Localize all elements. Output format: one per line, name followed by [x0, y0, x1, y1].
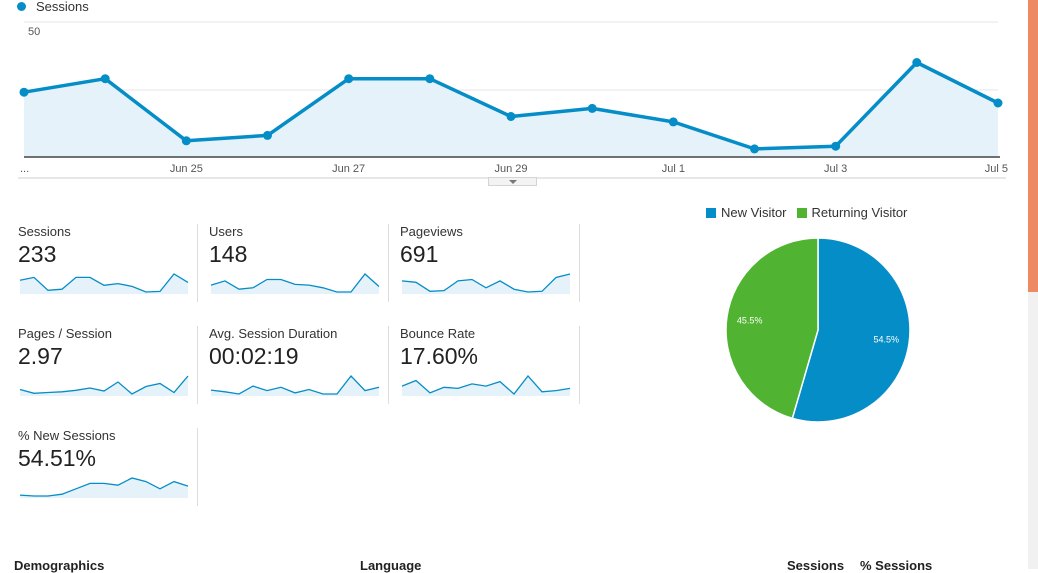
sessions-point[interactable] [100, 74, 110, 84]
metric-value: 17.60% [400, 343, 479, 369]
sparkline-line [210, 375, 380, 395]
metric-label: Users [209, 224, 243, 239]
sparkline-line [19, 273, 189, 293]
sparkline-area [20, 376, 188, 396]
demographics-heading: Demographics [14, 558, 105, 573]
sparkline-line [19, 375, 189, 395]
sessions-point[interactable] [750, 144, 759, 154]
new-visitor-swatch [706, 207, 716, 218]
metric-tile[interactable]: Pages / Session 2.97 [18, 326, 198, 404]
metric-sparkline [210, 375, 380, 396]
metric-value: 233 [18, 241, 57, 267]
metric-label: Sessions [18, 224, 71, 239]
x-tick-label: Jul 1 [662, 163, 685, 175]
metric-tile[interactable]: Bounce Rate 17.60% [400, 326, 580, 404]
y-tick-50: 50 [28, 26, 40, 38]
sparkline-line [19, 477, 189, 497]
sessions-point[interactable] [831, 141, 841, 151]
sessions-point[interactable] [263, 130, 272, 140]
visitor-type-pie-chart: 54.5% 45.5% [725, 237, 911, 423]
legend-item-returning-visitor[interactable]: Returning Visitor [796, 205, 908, 220]
sessions-point[interactable] [912, 58, 922, 67]
metric-label: Pages / Session [18, 326, 112, 341]
metric-sparkline [19, 273, 189, 294]
pct-sessions-column-header[interactable]: % Sessions [860, 558, 933, 573]
sessions-point[interactable] [668, 117, 678, 127]
new-visitor-label: New Visitor [721, 205, 787, 220]
x-tick-label: ... [20, 163, 29, 175]
metric-label: % New Sessions [18, 428, 116, 443]
sessions-column-header[interactable]: Sessions [787, 558, 845, 573]
metric-sparkline [401, 374, 571, 396]
sessions-legend-label: Sessions [36, 0, 89, 14]
scrollbar-thumb[interactable] [1028, 0, 1038, 292]
pie-legend: New Visitor Returning Visitor [706, 205, 917, 220]
metric-sparkline [210, 273, 380, 294]
sessions-point[interactable] [993, 98, 1003, 108]
metric-label: Bounce Rate [400, 326, 476, 341]
sparkline-area [402, 274, 570, 294]
sessions-point[interactable] [181, 136, 191, 146]
x-tick-label: Jun 27 [332, 163, 365, 175]
sparkline-area [402, 376, 570, 396]
sparkline-area [20, 274, 188, 294]
returning-visitor-label: Returning Visitor [811, 205, 908, 220]
sessions-legend-dot [17, 1, 26, 11]
pie-slice-returning-visitor[interactable] [725, 237, 819, 420]
sparkline-line [401, 273, 571, 293]
sparkline-area [211, 376, 379, 396]
metric-value: 00:02:19 [209, 343, 299, 369]
metric-tile[interactable]: Sessions 233 [18, 224, 198, 302]
metric-sparkline [19, 477, 189, 498]
sessions-point[interactable] [344, 74, 354, 84]
x-tick-label: Jul 5 [985, 163, 1008, 175]
sparkline-area [20, 478, 188, 498]
sparkline-line [210, 273, 380, 293]
chart-legend[interactable]: Sessions [17, 0, 89, 14]
metric-value: 691 [400, 241, 439, 267]
metric-tile[interactable]: Users 148 [209, 224, 389, 302]
pie-slice-label: 45.5% [737, 315, 763, 325]
metric-tile[interactable]: Avg. Session Duration 00:02:19 [209, 326, 389, 404]
sessions-point[interactable] [587, 103, 597, 113]
pie-slice-new-visitor[interactable] [791, 237, 911, 423]
sessions-point[interactable] [19, 87, 29, 97]
metric-value: 148 [209, 241, 248, 267]
chevron-down-icon [509, 180, 517, 184]
pie-slice-label: 54.5% [874, 335, 900, 345]
metric-value: 54.51% [18, 445, 97, 471]
x-tick-label: Jul 3 [824, 163, 847, 175]
metric-sparkline [19, 375, 189, 396]
language-heading[interactable]: Language [360, 558, 422, 573]
metric-tile[interactable]: % New Sessions 54.51% [18, 428, 198, 506]
legend-item-new-visitor[interactable]: New Visitor [706, 205, 787, 220]
metric-value: 2.97 [18, 343, 63, 369]
sessions-point[interactable] [425, 74, 435, 84]
metric-label: Avg. Session Duration [209, 326, 338, 341]
returning-visitor-swatch [796, 207, 807, 218]
metric-sparkline [401, 273, 571, 294]
sparkline-area [211, 274, 379, 294]
metric-tile[interactable]: Pageviews 691 [400, 224, 580, 302]
sessions-area [24, 62, 998, 157]
sparkline-line [401, 374, 571, 395]
sessions-point[interactable] [506, 112, 516, 121]
chart-collapse-handle[interactable] [488, 177, 537, 186]
metric-label: Pageviews [400, 224, 463, 239]
x-tick-label: Jun 25 [170, 163, 203, 175]
x-tick-label: Jun 29 [494, 163, 527, 175]
